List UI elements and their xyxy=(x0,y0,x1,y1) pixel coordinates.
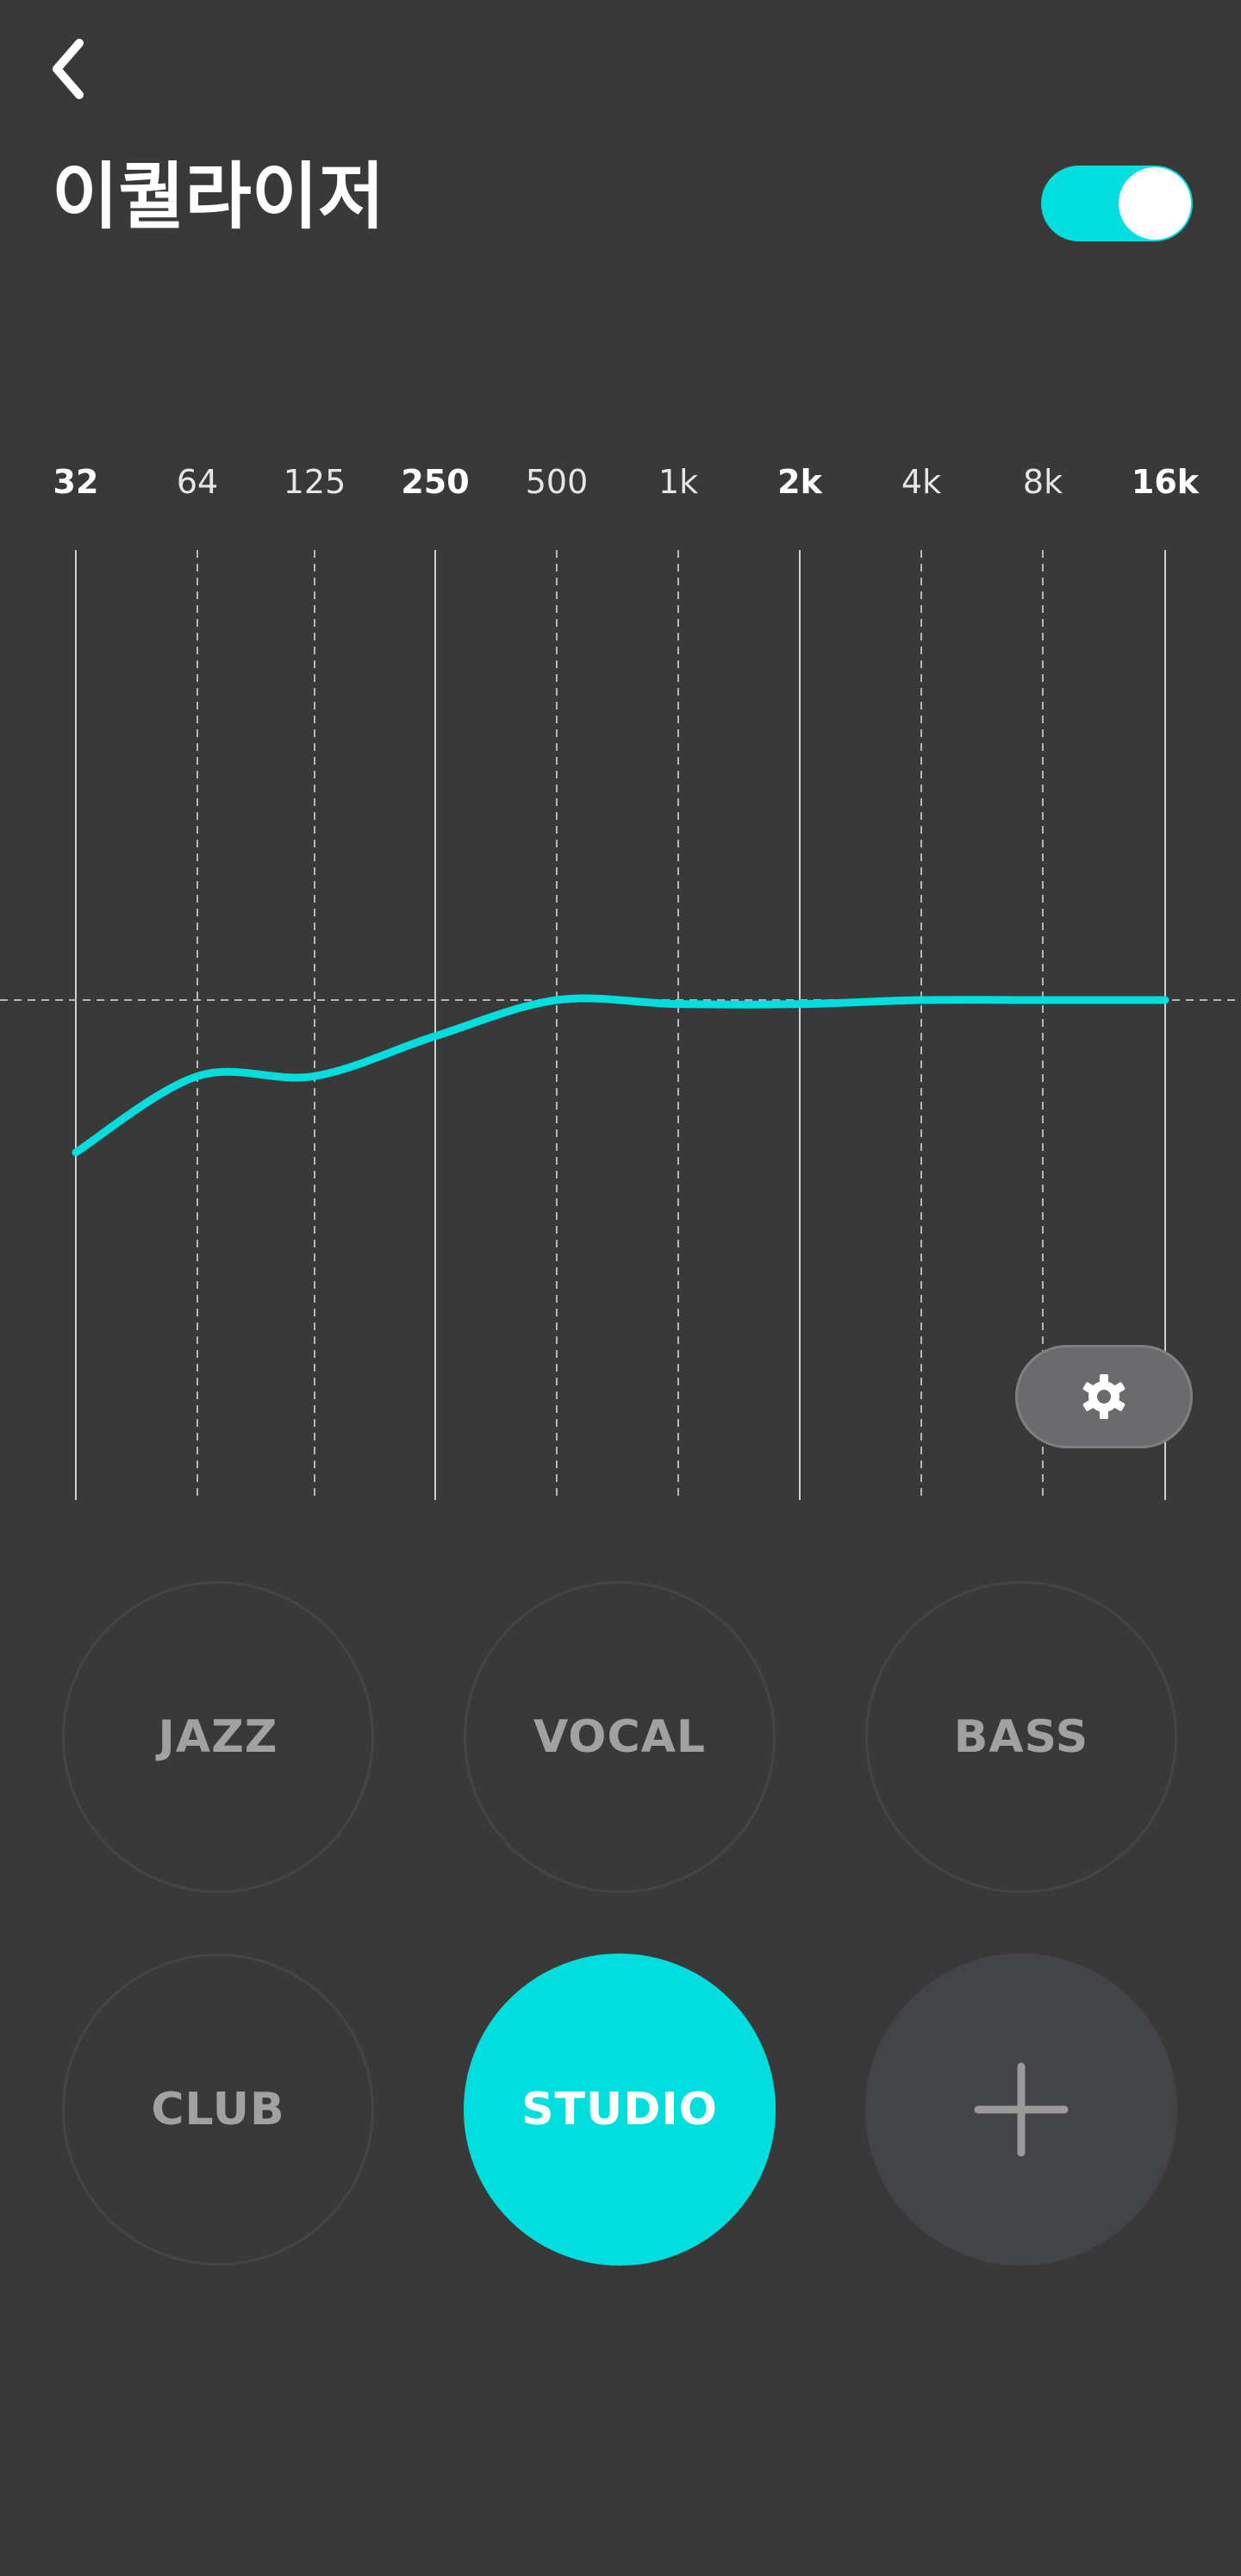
eq-band-handle-4k[interactable] xyxy=(895,974,947,1026)
eq-band-handle-2k[interactable] xyxy=(774,979,826,1030)
eq-band-handle-64[interactable] xyxy=(171,1050,223,1102)
preset-vocal[interactable]: VOCAL xyxy=(464,1581,776,1893)
freq-label-4k: 4k xyxy=(901,463,941,501)
freq-label-500: 500 xyxy=(526,463,589,501)
freq-label-64: 64 xyxy=(177,463,218,501)
back-button[interactable] xyxy=(34,26,103,112)
eq-band-handle-32[interactable] xyxy=(50,1127,102,1179)
eq-band-handle-1k[interactable] xyxy=(652,979,704,1030)
gear-icon xyxy=(1082,1374,1126,1419)
freq-label-32: 32 xyxy=(53,463,99,501)
freq-label-250: 250 xyxy=(401,463,469,501)
eq-settings-button[interactable] xyxy=(1015,1345,1193,1448)
freq-label-1k: 1k xyxy=(658,463,698,501)
eq-band-handle-125[interactable] xyxy=(289,1050,340,1102)
add-preset-button[interactable] xyxy=(865,1954,1177,2266)
freq-label-16k: 16k xyxy=(1132,463,1200,501)
eq-band-handle-16k[interactable] xyxy=(1139,974,1191,1026)
freq-label-2k: 2k xyxy=(777,463,822,501)
preset-jazz[interactable]: JAZZ xyxy=(62,1581,374,1893)
eq-band-handle-250[interactable] xyxy=(409,1010,461,1062)
preset-club[interactable]: CLUB xyxy=(62,1954,374,2266)
toggle-knob xyxy=(1119,167,1191,240)
eq-band-handle-8k[interactable] xyxy=(1017,974,1069,1026)
preset-bass[interactable]: BASS xyxy=(865,1581,1177,1893)
equalizer-toggle[interactable] xyxy=(1041,166,1193,241)
page-title: 이퀄라이저 xyxy=(52,154,385,239)
eq-curve xyxy=(72,994,1169,1157)
preset-studio[interactable]: STUDIO xyxy=(464,1954,776,2266)
chevron-left-icon xyxy=(53,39,84,99)
freq-label-8k: 8k xyxy=(1023,463,1063,501)
eq-band-handle-500[interactable] xyxy=(531,974,583,1026)
plus-icon xyxy=(974,2062,1069,2157)
equalizer-chart[interactable]: 32 64 125 250 500 1k 2k 4k 8k 16k xyxy=(0,431,1241,1517)
freq-label-125: 125 xyxy=(284,463,346,501)
